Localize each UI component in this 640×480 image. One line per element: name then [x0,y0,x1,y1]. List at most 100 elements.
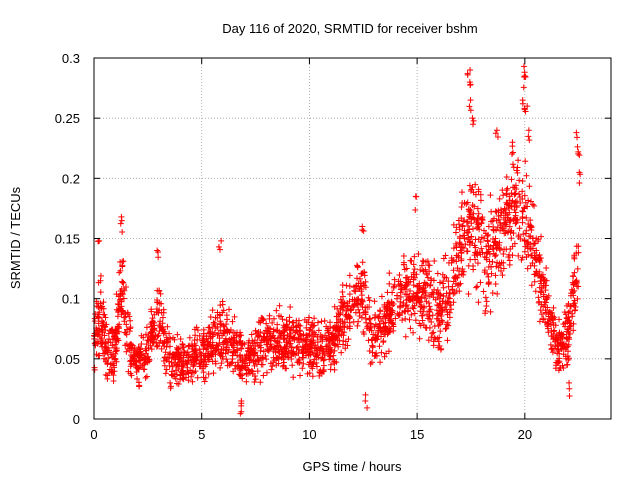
data-point [123,348,130,355]
data-point [280,363,287,370]
y-tick-label: 0.25 [55,111,80,126]
data-point [121,318,128,325]
data-point [521,73,528,80]
data-point [295,317,302,324]
data-point [426,262,433,269]
data-point [200,326,207,333]
data-point [297,372,304,379]
data-point [506,193,513,200]
data-point [547,341,554,348]
data-point [414,289,421,296]
data-point [241,355,248,362]
data-point [310,323,317,330]
data-point [380,338,387,345]
data-point [259,361,266,368]
data-point [491,253,498,260]
data-point [215,243,222,250]
data-point [381,353,388,360]
data-point [111,344,118,351]
data-point [354,296,361,303]
data-point [355,306,362,313]
data-point [494,290,501,297]
data-point [564,318,571,325]
data-point [101,323,108,330]
data-point [265,347,272,354]
data-point [209,333,216,340]
data-point [343,282,350,289]
data-point [208,353,215,360]
data-point [537,289,544,296]
data-point [203,333,210,340]
data-point [174,361,181,368]
data-point [410,329,417,336]
data-point [402,315,409,322]
data-point [142,356,149,363]
data-point [453,258,460,265]
data-point [340,332,347,339]
data-point [354,263,361,270]
data-point [334,313,341,320]
data-point [490,215,497,222]
data-point [218,360,225,367]
data-point [138,340,145,347]
data-point [199,337,206,344]
data-point [151,311,158,318]
data-point [573,243,580,250]
data-point [134,351,141,358]
data-point [410,269,417,276]
data-point [412,317,419,324]
data-point [549,349,556,356]
data-point [170,334,177,341]
data-point [474,283,481,290]
data-point [456,281,463,288]
data-point [364,404,371,411]
data-point [574,143,581,150]
data-point [506,257,513,264]
data-point [274,321,281,328]
data-point [467,107,474,114]
data-point [349,296,356,303]
data-point [518,256,525,263]
data-point [572,303,579,310]
data-point [229,359,236,366]
data-point [287,330,294,337]
data-point [362,397,369,404]
data-point [423,298,430,305]
data-point [444,299,451,306]
data-point [501,220,508,227]
data-point [535,294,542,301]
data-point [408,257,415,264]
data-point [396,272,403,279]
data-point [284,332,291,339]
data-point [340,304,347,311]
data-point [319,350,326,357]
data-point [349,302,356,309]
data-point [483,250,490,257]
data-point [331,366,338,373]
data-point [434,270,441,277]
data-point [299,365,306,372]
data-point [290,334,297,341]
data-point [540,315,547,322]
data-point [386,280,393,287]
data-point [217,320,224,327]
data-point [465,291,472,298]
data-point [300,354,307,361]
data-point [520,231,527,238]
data-point [365,294,372,301]
data-point [260,372,267,379]
data-point [236,332,243,339]
data-point [418,293,425,300]
data-point [439,271,446,278]
data-point [263,369,270,376]
data-point [382,323,389,330]
data-point [108,351,115,358]
data-point [95,352,102,359]
data-point [343,313,350,320]
data-point [346,272,353,279]
data-point [333,319,340,326]
data-point [269,363,276,370]
data-point [472,236,479,243]
data-point [488,208,495,215]
data-point [437,311,444,318]
